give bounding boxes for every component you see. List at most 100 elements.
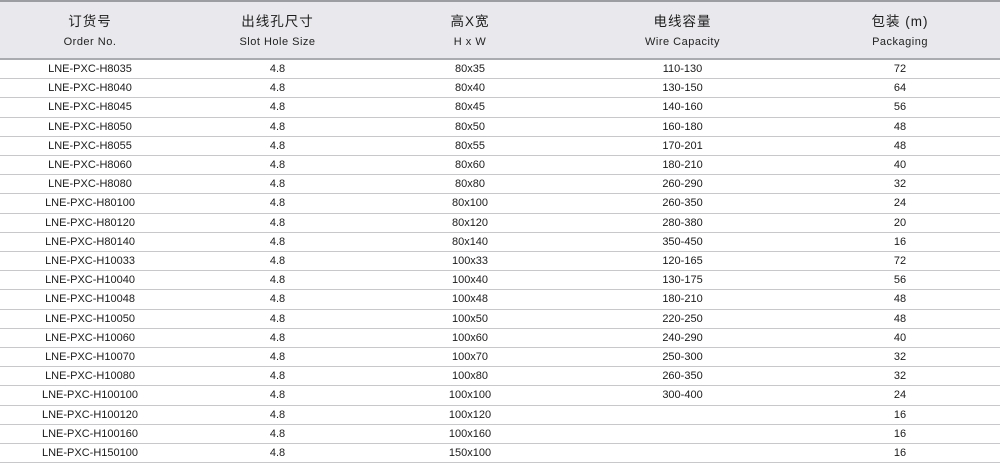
table-cell-order-no: LNE-PXC-H80100	[0, 193, 180, 214]
table-row: LNE-PXC-H80100 4.8 80x100 260-350 24	[0, 193, 1000, 214]
table-cell-slot-hole-size: 4.8	[180, 174, 375, 195]
table-cell-order-no: LNE-PXC-H8040	[0, 78, 180, 99]
table-row: LNE-PXC-H100120 4.8 100x120 16	[0, 405, 1000, 425]
table-cell-h-x-w: 100x80	[375, 366, 565, 387]
table-cell-h-x-w: 80x35	[375, 59, 565, 80]
table-cell-order-no: LNE-PXC-H100100	[0, 385, 180, 406]
table-cell-h-x-w: 100x120	[375, 405, 565, 425]
table-row: LNE-PXC-H100100 4.8 100x100 300-400 24	[0, 385, 1000, 406]
table-cell-wire-capacity: 170-201	[565, 136, 800, 157]
table-cell-wire-capacity: 220-250	[565, 309, 800, 329]
table-cell-slot-hole-size: 4.8	[180, 117, 375, 137]
table-cell-packaging: 24	[800, 193, 1000, 214]
table-cell-slot-hole-size: 4.8	[180, 59, 375, 80]
table-cell-wire-capacity: 250-300	[565, 347, 800, 368]
table-cell-order-no: LNE-PXC-H8035	[0, 59, 180, 80]
column-header-en-label: Order No.	[63, 36, 117, 49]
column-header-en-label: Wire Capacity	[645, 36, 720, 49]
table-cell-packaging: 32	[800, 347, 1000, 368]
table-cell-order-no: LNE-PXC-H8055	[0, 136, 180, 157]
table-cell-packaging: 20	[800, 213, 1000, 233]
table-cell-packaging: 16	[800, 443, 1000, 464]
table-cell-h-x-w: 100x50	[375, 309, 565, 329]
table-cell-order-no: LNE-PXC-H150100	[0, 443, 180, 464]
table-cell-slot-hole-size: 4.8	[180, 328, 375, 349]
table-cell-slot-hole-size: 4.8	[180, 251, 375, 272]
table-cell-wire-capacity: 110-130	[565, 59, 800, 80]
table-cell-h-x-w: 150x100	[375, 443, 565, 464]
table-cell-wire-capacity: 300-400	[565, 385, 800, 406]
table-cell-wire-capacity: 130-150	[565, 78, 800, 99]
table-cell-order-no: LNE-PXC-H100160	[0, 424, 180, 445]
table-cell-slot-hole-size: 4.8	[180, 97, 375, 118]
table-cell-slot-hole-size: 4.8	[180, 347, 375, 368]
column-header-en-label: Slot Hole Size	[239, 36, 316, 49]
table-cell-slot-hole-size: 4.8	[180, 366, 375, 387]
table-cell-packaging: 56	[800, 270, 1000, 291]
table-row: LNE-PXC-H8035 4.8 80x35 110-130 72	[0, 59, 1000, 80]
column-header-zh-label: 包装 (m)	[871, 13, 929, 29]
table-row: LNE-PXC-H80120 4.8 80x120 280-380 20	[0, 213, 1000, 233]
column-header-zh-label: 电线容量	[653, 13, 712, 29]
table-row: LNE-PXC-H80140 4.8 80x140 350-450 16	[0, 232, 1000, 253]
table-cell-h-x-w: 80x60	[375, 155, 565, 176]
table-row: LNE-PXC-H8045 4.8 80x45 140-160 56	[0, 97, 1000, 118]
table-cell-order-no: LNE-PXC-H10080	[0, 366, 180, 387]
table-cell-slot-hole-size: 4.8	[180, 155, 375, 176]
table-cell-h-x-w: 80x140	[375, 232, 565, 253]
table-cell-wire-capacity: 240-290	[565, 328, 800, 349]
table-header: 订货号 Order No. 出线孔尺寸 Slot Hole Size 高X宽 H x W 电…	[0, 0, 1000, 60]
table-cell-wire-capacity: 260-290	[565, 174, 800, 195]
table-cell-packaging: 32	[800, 174, 1000, 195]
table-cell-slot-hole-size: 4.8	[180, 232, 375, 253]
table-cell-wire-capacity: 180-210	[565, 289, 800, 310]
column-header-en-label: Packaging	[872, 36, 928, 49]
table-cell-h-x-w: 100x160	[375, 424, 565, 445]
column-header-wire-capacity: 电线容量 Wire Capacity	[565, 0, 800, 60]
table-cell-h-x-w: 100x48	[375, 289, 565, 310]
table-cell-wire-capacity: 130-175	[565, 270, 800, 291]
table-row: LNE-PXC-H10050 4.8 100x50 220-250 48	[0, 309, 1000, 329]
table-header-row: 订货号 Order No. 出线孔尺寸 Slot Hole Size 高X宽 H x W 电…	[0, 0, 1000, 60]
table-cell-order-no: LNE-PXC-H10033	[0, 251, 180, 272]
table-cell-wire-capacity: 160-180	[565, 117, 800, 137]
table-row: LNE-PXC-H10033 4.8 100x33 120-165 72	[0, 251, 1000, 272]
table-cell-order-no: LNE-PXC-H8060	[0, 155, 180, 176]
table-cell-h-x-w: 100x60	[375, 328, 565, 349]
table-cell-wire-capacity: 120-165	[565, 251, 800, 272]
table-cell-order-no: LNE-PXC-H8050	[0, 117, 180, 137]
table-cell-packaging: 48	[800, 309, 1000, 329]
table-cell-wire-capacity: 260-350	[565, 366, 800, 387]
table-cell-wire-capacity: 350-450	[565, 232, 800, 253]
table-cell-order-no: LNE-PXC-H8080	[0, 174, 180, 195]
table-cell-slot-hole-size: 4.8	[180, 270, 375, 291]
table-cell-wire-capacity: 260-350	[565, 193, 800, 214]
table-cell-packaging: 48	[800, 289, 1000, 310]
column-header-order-no: 订货号 Order No.	[0, 0, 180, 60]
table-cell-order-no: LNE-PXC-H10060	[0, 328, 180, 349]
table-cell-h-x-w: 80x40	[375, 78, 565, 99]
table-cell-slot-hole-size: 4.8	[180, 405, 375, 425]
table-cell-slot-hole-size: 4.8	[180, 443, 375, 464]
table-cell-order-no: LNE-PXC-H8045	[0, 97, 180, 118]
table-cell-packaging: 32	[800, 366, 1000, 387]
table-cell-h-x-w: 100x40	[375, 270, 565, 291]
table-cell-wire-capacity	[565, 424, 800, 445]
table-cell-order-no: LNE-PXC-H10040	[0, 270, 180, 291]
table-row: LNE-PXC-H10060 4.8 100x60 240-290 40	[0, 328, 1000, 349]
table-cell-packaging: 16	[800, 405, 1000, 425]
table-cell-order-no: LNE-PXC-H10050	[0, 309, 180, 329]
column-header-zh-label: 出线孔尺寸	[241, 13, 314, 29]
table-cell-slot-hole-size: 4.8	[180, 289, 375, 310]
table-row: LNE-PXC-H100160 4.8 100x160 16	[0, 424, 1000, 445]
table-cell-packaging: 24	[800, 385, 1000, 406]
table-cell-wire-capacity: 280-380	[565, 213, 800, 233]
table-cell-slot-hole-size: 4.8	[180, 424, 375, 445]
table-row: LNE-PXC-H8060 4.8 80x60 180-210 40	[0, 155, 1000, 176]
table-cell-slot-hole-size: 4.8	[180, 213, 375, 233]
table-row: LNE-PXC-H8040 4.8 80x40 130-150 64	[0, 78, 1000, 99]
table-cell-order-no: LNE-PXC-H80140	[0, 232, 180, 253]
column-header-packaging: 包装 (m) Packaging	[800, 0, 1000, 60]
table-row: LNE-PXC-H8080 4.8 80x80 260-290 32	[0, 174, 1000, 195]
